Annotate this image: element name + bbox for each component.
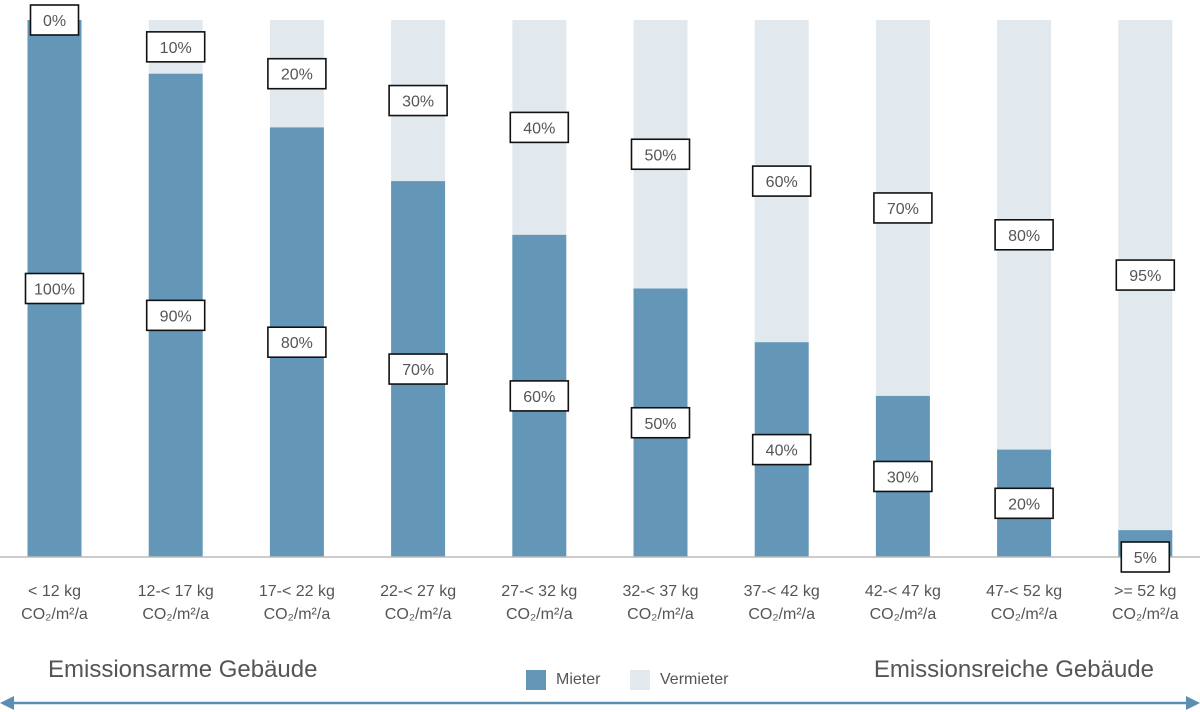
category-unit-label: CO₂/m²/a: [142, 606, 209, 623]
legend-label-vermieter: Vermieter: [660, 671, 729, 688]
svg-text:40%: 40%: [523, 120, 555, 137]
data-label-mieter: 40%: [751, 433, 812, 466]
svg-text:50%: 50%: [644, 416, 676, 433]
svg-text:60%: 60%: [523, 389, 555, 406]
category-label: >= 52 kg: [1114, 583, 1176, 600]
svg-text:80%: 80%: [281, 335, 313, 352]
svg-text:40%: 40%: [766, 443, 798, 460]
data-label-mieter: 5%: [1120, 541, 1171, 573]
category-unit-label: CO₂/m²/a: [385, 606, 452, 623]
emission-scale-arrow: [0, 696, 1200, 710]
category-label: < 12 kg: [28, 583, 81, 600]
category-label: 22-< 27 kg: [380, 583, 456, 600]
data-label-vermieter: 10%: [145, 31, 206, 63]
category-unit-label: CO₂/m²/a: [264, 606, 331, 623]
data-label-vermieter: 95%: [1115, 259, 1176, 291]
category-label: 12-< 17 kg: [138, 583, 214, 600]
svg-text:20%: 20%: [1008, 496, 1040, 513]
svg-text:60%: 60%: [766, 174, 798, 191]
category-unit-label: CO₂/m²/a: [748, 606, 815, 623]
data-label-mieter: 90%: [145, 299, 206, 332]
legend-swatch-mieter: [526, 670, 546, 690]
svg-text:5%: 5%: [1134, 550, 1157, 567]
data-label-vermieter: 50%: [630, 138, 691, 171]
category-unit-label: CO₂/m²/a: [627, 606, 694, 623]
category-unit-label: CO₂/m²/a: [991, 606, 1058, 623]
category-labels-layer: < 12 kg CO₂/m²/a 12-< 17 kg CO₂/m²/a 17-< 22…: [21, 583, 1179, 623]
data-label-mieter: 70%: [388, 353, 448, 385]
svg-text:20%: 20%: [281, 67, 313, 84]
data-label-mieter: 100%: [24, 272, 85, 305]
data-label-mieter: 50%: [630, 406, 691, 439]
svg-text:95%: 95%: [1129, 268, 1161, 285]
legend-item-mieter: Mieter: [526, 670, 600, 690]
high-emission-caption: Emissionsreiche Gebäude: [873, 656, 1154, 683]
category-label: 37-< 42 kg: [744, 583, 820, 600]
svg-text:70%: 70%: [402, 362, 434, 379]
category-unit-label: CO₂/m²/a: [21, 606, 88, 623]
legend-item-vermieter: Vermieter: [630, 670, 728, 690]
svg-text:30%: 30%: [887, 469, 919, 486]
low-emission-caption: Emissionsarme Gebäude: [48, 656, 318, 683]
category-label: 42-< 47 kg: [865, 583, 941, 600]
legend-swatch-vermieter: [630, 670, 650, 690]
category-unit-label: CO₂/m²/a: [506, 606, 573, 623]
data-label-mieter: 80%: [267, 326, 327, 359]
data-label-mieter: 30%: [873, 460, 933, 493]
category-label: 27-< 32 kg: [501, 583, 577, 600]
svg-text:50%: 50%: [644, 147, 676, 164]
svg-text:80%: 80%: [1008, 228, 1040, 245]
data-label-vermieter: 20%: [267, 57, 327, 90]
svg-text:70%: 70%: [887, 201, 919, 218]
data-label-mieter: 60%: [509, 380, 570, 412]
data-label-vermieter: 30%: [388, 84, 448, 117]
data-label-vermieter: 80%: [994, 219, 1054, 251]
category-label: 17-< 22 kg: [259, 583, 335, 600]
svg-text:90%: 90%: [160, 308, 192, 325]
svg-text:10%: 10%: [160, 40, 192, 57]
svg-text:0%: 0%: [43, 13, 66, 30]
data-label-vermieter: 0%: [29, 4, 80, 36]
svg-text:30%: 30%: [402, 94, 434, 111]
data-label-mieter: 20%: [994, 487, 1054, 520]
category-label: 47-< 52 kg: [986, 583, 1062, 600]
svg-text:100%: 100%: [34, 282, 75, 299]
data-label-vermieter: 70%: [873, 192, 933, 224]
data-label-vermieter: 60%: [751, 165, 812, 197]
bars-layer: [27, 20, 1173, 558]
data-label-vermieter: 40%: [509, 111, 570, 144]
category-unit-label: CO₂/m²/a: [1112, 606, 1179, 623]
category-label: 32-< 37 kg: [622, 583, 698, 600]
legend-label-mieter: Mieter: [556, 671, 601, 688]
data-labels-layer: 0% 100% 10% 90% 20% 80% 30% 70% 40% 60% 50% 50% 60% 4…: [24, 4, 1176, 573]
category-unit-label: CO₂/m²/a: [870, 606, 937, 623]
